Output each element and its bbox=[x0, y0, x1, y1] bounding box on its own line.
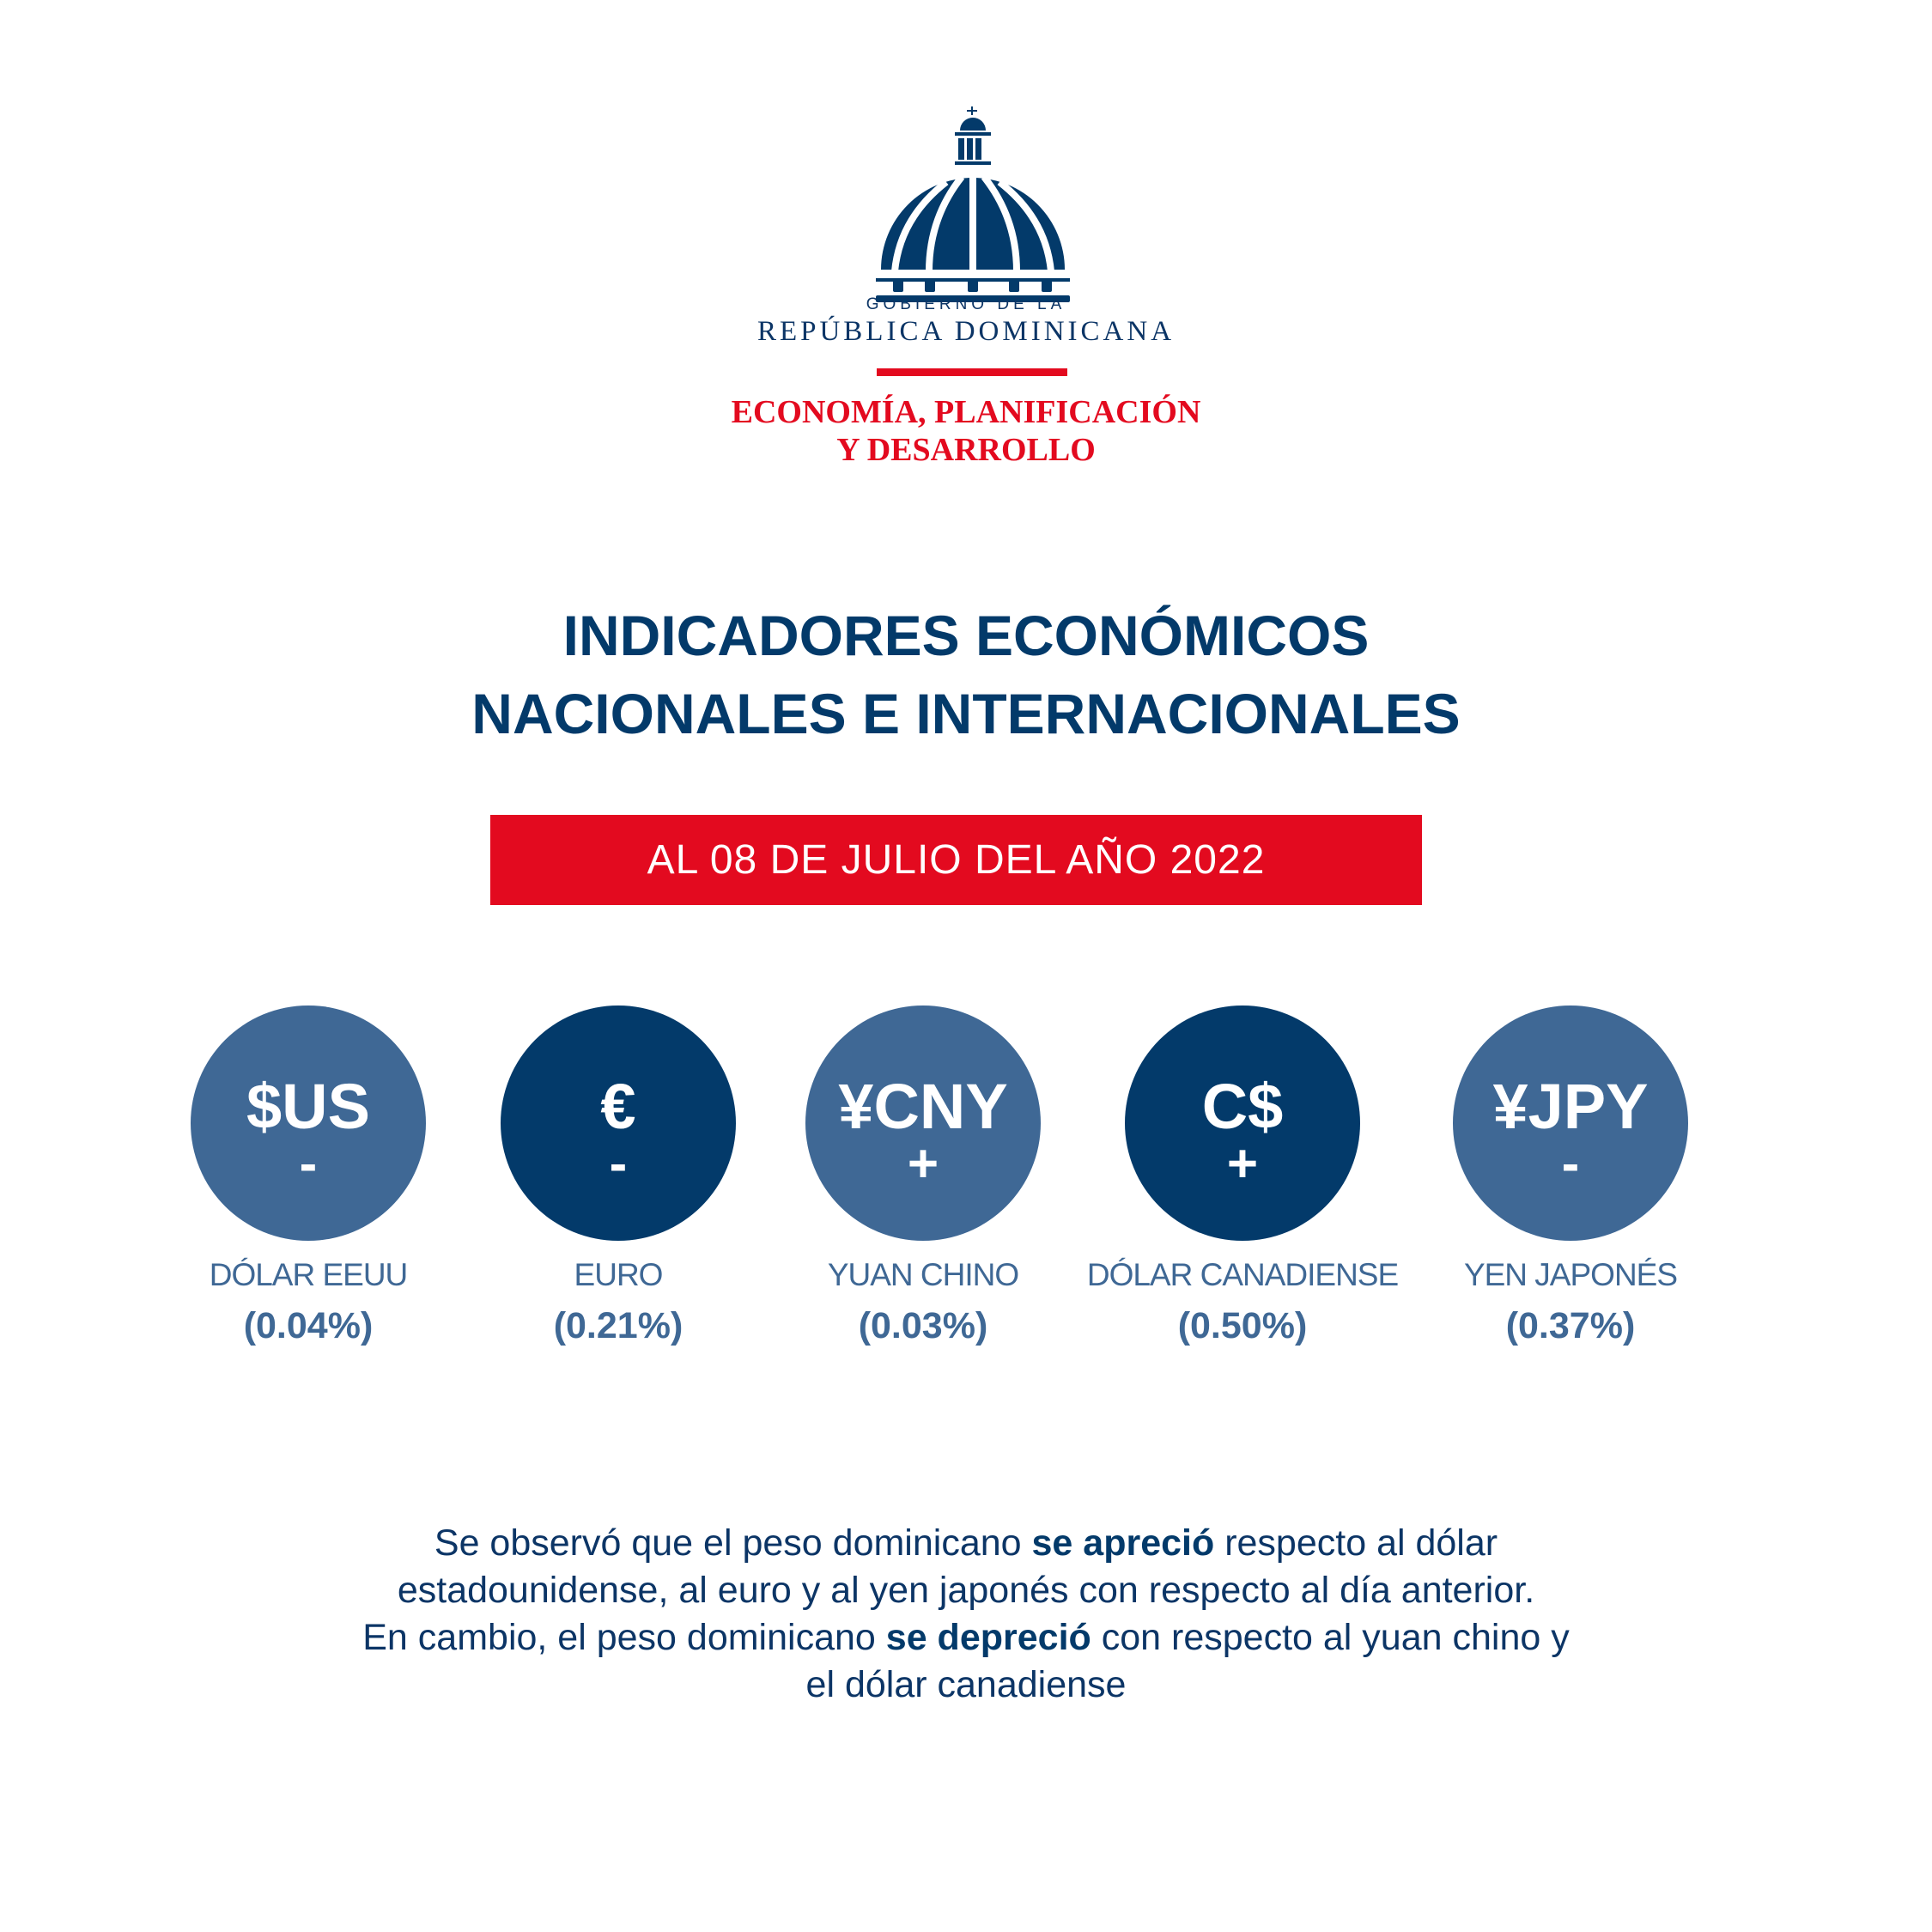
change-sign: + bbox=[907, 1134, 939, 1194]
currency-change: (0.50%) bbox=[1177, 1305, 1308, 1346]
summary-bold: se depreció bbox=[885, 1617, 1091, 1658]
summary-line: Se observó que el peso dominicano se apr… bbox=[0, 1520, 1932, 1567]
currency-circle: $US - bbox=[191, 1005, 426, 1241]
ministry-line2: Y DESARROLLO bbox=[836, 432, 1096, 468]
summary-line: el dólar canadiense bbox=[805, 1664, 1127, 1705]
currency-symbol: $US bbox=[246, 1071, 370, 1142]
currency-symbol: € bbox=[600, 1071, 636, 1142]
currency-name: YUAN CHINO bbox=[827, 1257, 1019, 1292]
change-sign: - bbox=[299, 1134, 318, 1194]
currency-change: (0.03%) bbox=[858, 1305, 988, 1346]
currency-name: EURO bbox=[574, 1257, 664, 1292]
summary-text: Se observó que el peso dominicano se apr… bbox=[0, 1520, 1932, 1709]
currency-change: (0.37%) bbox=[1505, 1305, 1636, 1346]
currency-change: (0.04%) bbox=[243, 1305, 374, 1346]
change-sign: - bbox=[1561, 1134, 1580, 1194]
currency-symbol: C$ bbox=[1201, 1071, 1284, 1142]
dome-icon bbox=[876, 106, 1070, 282]
currency-circle: ¥JPY - bbox=[1453, 1005, 1688, 1241]
summary-text-part: En cambio, el peso dominicano bbox=[362, 1617, 886, 1658]
currency-circle: € - bbox=[501, 1005, 736, 1241]
summary-text-part: respecto al dólar bbox=[1214, 1522, 1498, 1564]
summary-line: En cambio, el peso dominicano se depreci… bbox=[0, 1614, 1932, 1662]
dome-base bbox=[876, 280, 1070, 302]
divider bbox=[877, 368, 1067, 376]
change-sign: + bbox=[1226, 1134, 1259, 1194]
page-title: INDICADORES ECONÓMICOS NACIONALES E INTE… bbox=[0, 597, 1932, 753]
currency-circle: ¥CNY + bbox=[805, 1005, 1041, 1241]
summary-bold: se apreció bbox=[1031, 1522, 1215, 1564]
change-sign: - bbox=[609, 1134, 628, 1194]
ministry-line1: ECONOMÍA, PLANIFICACIÓN bbox=[731, 394, 1201, 430]
summary-line: estadounidense, al euro y al yen japonés… bbox=[397, 1570, 1535, 1611]
currency-name: YEN JAPONÉS bbox=[1463, 1257, 1678, 1292]
date-banner: AL 08 DE JULIO DEL AÑO 2022 bbox=[490, 815, 1422, 905]
title-line1: INDICADORES ECONÓMICOS bbox=[562, 604, 1370, 667]
currency-name: DÓLAR EEUU bbox=[209, 1257, 409, 1292]
currency-circle: C$ + bbox=[1125, 1005, 1360, 1241]
summary-text-part: con respecto al yuan chino y bbox=[1091, 1617, 1570, 1658]
title-line2: NACIONALES E INTERNACIONALES bbox=[471, 682, 1461, 745]
currency-change: (0.21%) bbox=[553, 1305, 683, 1346]
currency-name: DÓLAR CANADIENSE bbox=[1086, 1257, 1399, 1292]
currency-symbol: ¥JPY bbox=[1492, 1071, 1649, 1142]
summary-text-part: Se observó que el peso dominicano bbox=[434, 1522, 1032, 1564]
logo-line2: REPÚBLICA DOMINICANA bbox=[756, 316, 1176, 347]
currency-symbol: ¥CNY bbox=[838, 1071, 1008, 1142]
ministry-name: ECONOMÍA, PLANIFICACIÓN Y DESARROLLO bbox=[0, 393, 1932, 469]
logo-line1: GOBIERNO DE LA bbox=[866, 295, 1066, 313]
